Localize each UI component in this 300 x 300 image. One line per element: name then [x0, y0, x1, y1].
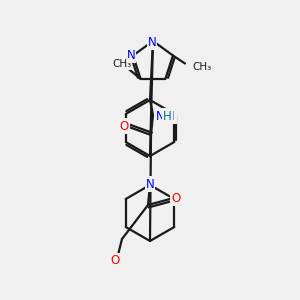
Text: O: O	[119, 119, 129, 133]
Text: CH₃: CH₃	[192, 61, 211, 71]
Text: NH: NH	[158, 110, 175, 122]
Text: O: O	[171, 191, 181, 205]
Text: N: N	[146, 178, 154, 190]
Text: N: N	[156, 110, 165, 122]
Text: O: O	[110, 254, 120, 268]
Text: H: H	[163, 110, 172, 122]
Text: N: N	[127, 49, 135, 62]
Text: CH₃: CH₃	[112, 59, 131, 69]
Text: N: N	[148, 35, 156, 49]
